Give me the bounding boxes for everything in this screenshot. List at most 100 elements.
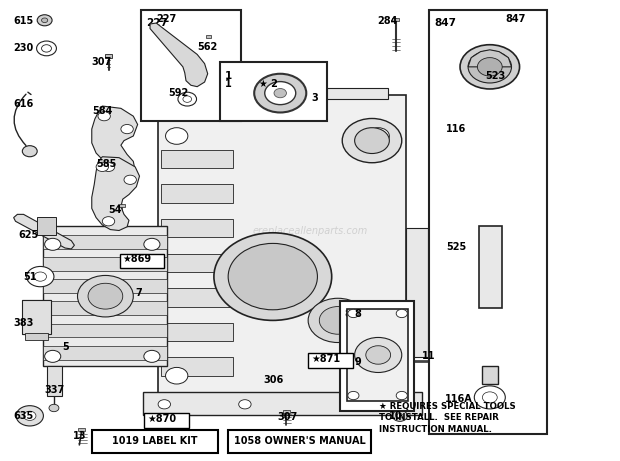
Circle shape	[178, 92, 197, 106]
Text: 1: 1	[225, 71, 232, 81]
Text: 525: 525	[446, 242, 467, 252]
Bar	[228, 430, 371, 453]
Text: 625: 625	[19, 230, 39, 240]
Text: 5: 5	[62, 342, 69, 352]
Text: 616: 616	[14, 99, 34, 109]
Text: 1058 OWNER'S MANUAL: 1058 OWNER'S MANUAL	[234, 436, 365, 446]
Bar	[43, 257, 167, 271]
Bar	[144, 413, 189, 428]
Circle shape	[403, 400, 415, 409]
Polygon shape	[14, 214, 74, 249]
Text: 9: 9	[355, 357, 361, 367]
Bar	[43, 226, 167, 366]
Text: 3: 3	[311, 93, 318, 103]
Bar	[43, 235, 167, 249]
Circle shape	[319, 307, 356, 334]
Bar	[482, 366, 498, 384]
Bar	[120, 254, 164, 268]
Bar	[406, 228, 428, 357]
Bar	[92, 430, 218, 453]
Circle shape	[27, 266, 54, 287]
Circle shape	[192, 67, 260, 118]
Bar	[220, 62, 327, 121]
Bar	[25, 333, 48, 340]
Text: 307: 307	[278, 412, 298, 422]
Circle shape	[16, 406, 43, 426]
Bar	[43, 346, 167, 360]
Circle shape	[397, 414, 403, 418]
Bar	[46, 366, 62, 396]
Circle shape	[144, 350, 160, 362]
Text: 8: 8	[345, 309, 352, 319]
Bar	[105, 54, 112, 58]
Text: 562: 562	[197, 42, 218, 52]
Text: ★869: ★869	[123, 254, 152, 264]
Text: ★871: ★871	[311, 354, 340, 364]
Circle shape	[183, 96, 192, 102]
Text: 8: 8	[355, 309, 361, 319]
Text: 307: 307	[92, 57, 112, 67]
Circle shape	[144, 238, 160, 250]
Bar	[308, 353, 353, 368]
Circle shape	[217, 85, 236, 99]
Text: 635: 635	[14, 411, 34, 421]
Circle shape	[254, 74, 306, 112]
Text: 847: 847	[505, 14, 526, 24]
Circle shape	[96, 162, 108, 171]
Text: 51: 51	[24, 272, 37, 282]
Bar	[161, 254, 232, 272]
Circle shape	[274, 89, 286, 98]
Circle shape	[477, 58, 502, 76]
Circle shape	[367, 128, 389, 144]
Circle shape	[34, 272, 46, 281]
Text: ★870: ★870	[148, 414, 177, 424]
Text: 615: 615	[14, 16, 34, 26]
Bar	[43, 324, 167, 337]
Text: 54: 54	[108, 205, 122, 215]
Bar	[161, 150, 232, 168]
Circle shape	[158, 400, 170, 409]
Circle shape	[22, 146, 37, 157]
Circle shape	[460, 45, 520, 89]
Circle shape	[342, 118, 402, 163]
Text: 116A: 116A	[445, 394, 473, 404]
Circle shape	[24, 411, 36, 420]
Circle shape	[366, 346, 391, 364]
Circle shape	[98, 112, 110, 121]
Circle shape	[102, 217, 115, 226]
Bar	[43, 279, 167, 293]
Circle shape	[447, 386, 456, 393]
Circle shape	[214, 233, 332, 320]
Circle shape	[49, 404, 59, 412]
Circle shape	[166, 367, 188, 384]
Text: 11: 11	[422, 351, 435, 361]
Text: 230: 230	[14, 43, 34, 53]
Circle shape	[42, 45, 51, 52]
Bar	[78, 428, 85, 431]
Text: 13: 13	[73, 431, 87, 441]
Text: ★ REQUIRES SPECIAL TOOLS
TO INSTALL.  SEE REPAIR
INSTRUCTION MANUAL.: ★ REQUIRES SPECIAL TOOLS TO INSTALL. SEE…	[379, 402, 516, 434]
Bar	[392, 18, 399, 21]
Text: 584: 584	[92, 106, 112, 116]
Bar	[22, 300, 51, 334]
Circle shape	[474, 386, 505, 409]
Circle shape	[367, 367, 389, 384]
Polygon shape	[468, 50, 512, 67]
Circle shape	[37, 15, 52, 26]
Bar	[118, 204, 125, 207]
Text: 523: 523	[485, 71, 505, 81]
Text: 847: 847	[434, 18, 456, 29]
Polygon shape	[150, 23, 208, 87]
Circle shape	[45, 238, 61, 250]
Circle shape	[42, 18, 48, 23]
Bar	[177, 88, 388, 99]
Text: 116: 116	[446, 124, 467, 134]
Circle shape	[355, 128, 389, 154]
Polygon shape	[92, 106, 138, 180]
Circle shape	[88, 283, 123, 309]
Text: 383: 383	[14, 318, 34, 328]
Bar	[43, 301, 167, 315]
Bar	[37, 217, 56, 235]
Circle shape	[239, 400, 251, 409]
Circle shape	[482, 392, 497, 403]
